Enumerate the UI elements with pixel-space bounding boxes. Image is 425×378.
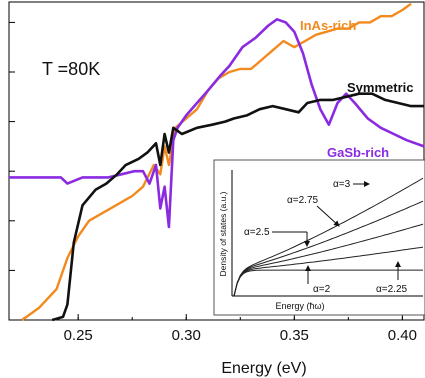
inset-label-alpha-3: α=3 (333, 179, 351, 190)
series-label-symmetric: Symmetric (347, 80, 413, 95)
x-axis-tick-labels: 0.25 0.30 0.35 0.40 (64, 327, 417, 344)
inset-label-alpha-2-25: α=2.25 (376, 284, 408, 295)
x-tick-label-1: 0.30 (172, 327, 201, 344)
inset-x-axis-title: Energy (ħω) (275, 301, 324, 311)
series-line-symmetric (51, 92, 424, 322)
inset-curve-0 (233, 177, 424, 297)
series-label-gasb-rich: GaSb-rich (327, 145, 389, 160)
inset-chart: Density of states (a.u.) Energy (ħω) α=3… (213, 159, 425, 316)
series-label-inas-rich: InAs-rich (300, 18, 356, 33)
inset-curve-2 (233, 223, 424, 297)
x-tick-label-2: 0.35 (280, 327, 309, 344)
inset-label-alpha-2-75: α=2.75 (287, 195, 319, 206)
inset-y-axis-title: Density of states (a.u.) (218, 191, 228, 276)
temperature-annotation: T =80K (42, 59, 100, 79)
inset-curve-4 (233, 246, 424, 297)
series-layer (9, 2, 425, 322)
inset-curve-1 (233, 200, 424, 297)
y-axis-ticks (9, 21, 15, 321)
inset-arrow-alpha-2-75 (316, 205, 340, 227)
inset-label-alpha-2-5: α=2.5 (244, 227, 270, 238)
inset-curves (233, 177, 424, 297)
x-tick-label-0: 0.25 (64, 327, 93, 344)
x-axis-title: Energy (eV) (221, 360, 306, 377)
x-tick-label-3: 0.40 (388, 327, 417, 344)
inset-background (213, 159, 425, 316)
inset-curve-3 (233, 269, 423, 297)
inset-label-alpha-2: α=2 (313, 284, 331, 295)
